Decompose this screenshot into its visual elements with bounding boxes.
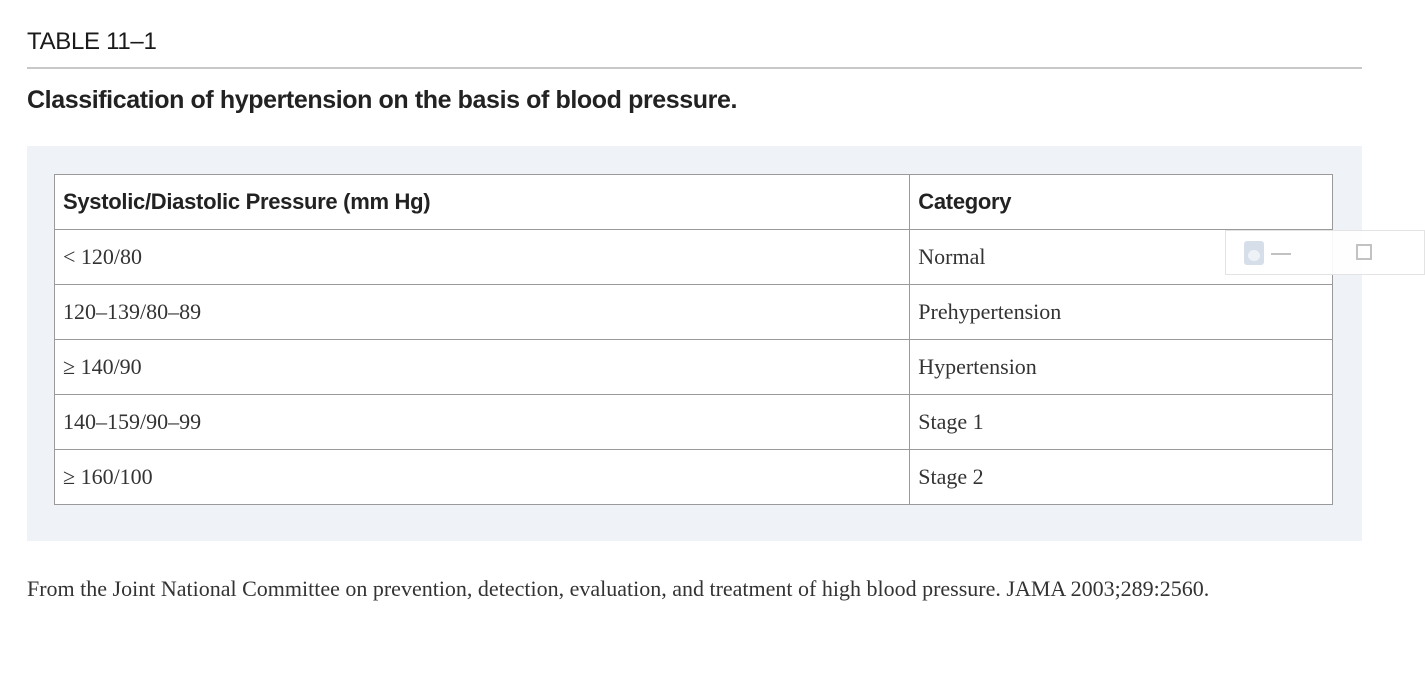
- floating-window-controls: [1225, 230, 1425, 275]
- category-cell: Stage 2: [909, 449, 1333, 505]
- table-container: Systolic/Diastolic Pressure (mm Hg) Cate…: [27, 146, 1362, 541]
- pressure-cell: ≥ 140/90: [53, 339, 911, 395]
- classification-table: Systolic/Diastolic Pressure (mm Hg) Cate…: [53, 174, 1333, 505]
- table-row: < 120/80 Normal: [53, 229, 1333, 285]
- category-cell: Stage 1: [909, 394, 1333, 450]
- pressure-cell: ≥ 160/100: [53, 449, 911, 505]
- app-icon[interactable]: [1244, 241, 1264, 265]
- table-label: TABLE 11–1: [27, 28, 157, 55]
- table-row: ≥ 160/100 Stage 2: [53, 449, 1333, 505]
- table-header-row: Systolic/Diastolic Pressure (mm Hg) Cate…: [53, 174, 1333, 230]
- table-footnote: From the Joint National Committee on pre…: [27, 576, 1210, 601]
- minimize-icon[interactable]: [1271, 253, 1291, 255]
- maximize-icon[interactable]: [1356, 244, 1372, 260]
- table-row: 120–139/80–89 Prehypertension: [53, 284, 1333, 340]
- pressure-cell: < 120/80: [53, 229, 911, 285]
- table-row: 140–159/90–99 Stage 1: [53, 394, 1333, 450]
- category-cell: Hypertension: [909, 339, 1333, 395]
- category-cell: Prehypertension: [909, 284, 1333, 340]
- column-header-pressure: Systolic/Diastolic Pressure (mm Hg): [53, 174, 911, 230]
- column-header-category: Category: [909, 174, 1333, 230]
- pressure-cell: 120–139/80–89: [53, 284, 911, 340]
- table-row: ≥ 140/90 Hypertension: [53, 339, 1333, 395]
- table-title: Classification of hypertension on the ba…: [27, 86, 738, 114]
- pressure-cell: 140–159/90–99: [53, 394, 911, 450]
- divider: [27, 67, 1362, 69]
